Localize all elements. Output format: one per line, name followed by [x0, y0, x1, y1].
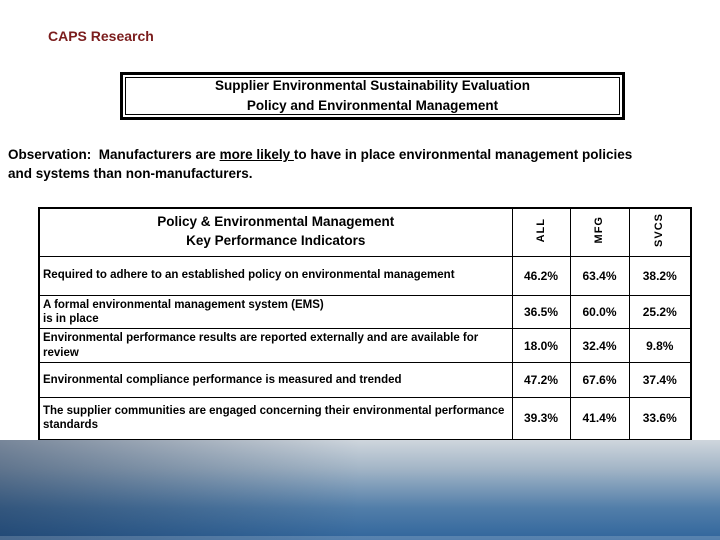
- kpi-header-line-1: Policy & Environmental Management: [157, 214, 395, 230]
- row-value-mfg: 41.4%: [569, 397, 630, 440]
- kpi-table: Policy & Environmental Management Key Pe…: [38, 207, 692, 441]
- row-label: Required to adhere to an established pol…: [38, 255, 513, 296]
- row-label: A formal environmental management system…: [38, 294, 513, 330]
- table-row: The supplier communities are engaged con…: [38, 397, 692, 440]
- row-value-mfg: 60.0%: [569, 294, 630, 330]
- table-row: Environmental compliance performance is …: [38, 362, 692, 398]
- row-value-svcs: 9.8%: [628, 328, 692, 363]
- observation-suffix: to have in place environmental managemen…: [8, 147, 636, 181]
- title-box: Supplier Environmental Sustainability Ev…: [120, 72, 625, 120]
- row-value-all: 46.2%: [511, 255, 571, 296]
- table-header-row: Policy & Environmental Management Key Pe…: [38, 207, 692, 257]
- row-value-all: 36.5%: [511, 294, 571, 330]
- column-header-all: ALL: [511, 207, 571, 257]
- observation-text: Observation: Manufacturers are more like…: [8, 146, 656, 184]
- table-row: A formal environmental management system…: [38, 294, 692, 330]
- kpi-header-cell: Policy & Environmental Management Key Pe…: [38, 207, 513, 257]
- table-row: Required to adhere to an established pol…: [38, 255, 692, 296]
- table-row: Environmental performance results are re…: [38, 328, 692, 363]
- row-value-mfg: 67.6%: [569, 362, 630, 398]
- row-value-svcs: 37.4%: [628, 362, 692, 398]
- column-header-all-label: ALL: [534, 217, 547, 242]
- title-line-2: Policy and Environmental Management: [246, 98, 499, 113]
- column-header-svcs: SVCS: [628, 207, 692, 257]
- row-label: Environmental compliance performance is …: [38, 362, 513, 398]
- row-value-all: 18.0%: [511, 328, 571, 363]
- row-value-svcs: 38.2%: [628, 255, 692, 296]
- row-label: Environmental performance results are re…: [38, 328, 513, 363]
- observation-prefix: Observation: Manufacturers are: [8, 147, 220, 162]
- row-value-all: 39.3%: [511, 397, 571, 440]
- row-value-mfg: 63.4%: [569, 255, 630, 296]
- row-value-svcs: 33.6%: [628, 397, 692, 440]
- title-line-1: Supplier Environmental Sustainability Ev…: [214, 78, 531, 94]
- row-value-all: 47.2%: [511, 362, 571, 398]
- row-value-svcs: 25.2%: [628, 294, 692, 330]
- observation-underlined: more likely: [219, 147, 294, 162]
- column-header-svcs-label: SVCS: [653, 212, 666, 247]
- brand-header: CAPS Research: [48, 28, 154, 44]
- row-value-mfg: 32.4%: [569, 328, 630, 363]
- row-label: The supplier communities are engaged con…: [38, 397, 513, 440]
- column-header-mfg: MFG: [569, 207, 630, 257]
- footer-band: CAPS RESEARCH Jointly sponsored by the I…: [0, 440, 720, 540]
- kpi-header-line-2: Key Performance Indicators: [186, 233, 366, 249]
- column-header-mfg-label: MFG: [593, 216, 605, 244]
- footer-bottom-strip: [0, 536, 720, 540]
